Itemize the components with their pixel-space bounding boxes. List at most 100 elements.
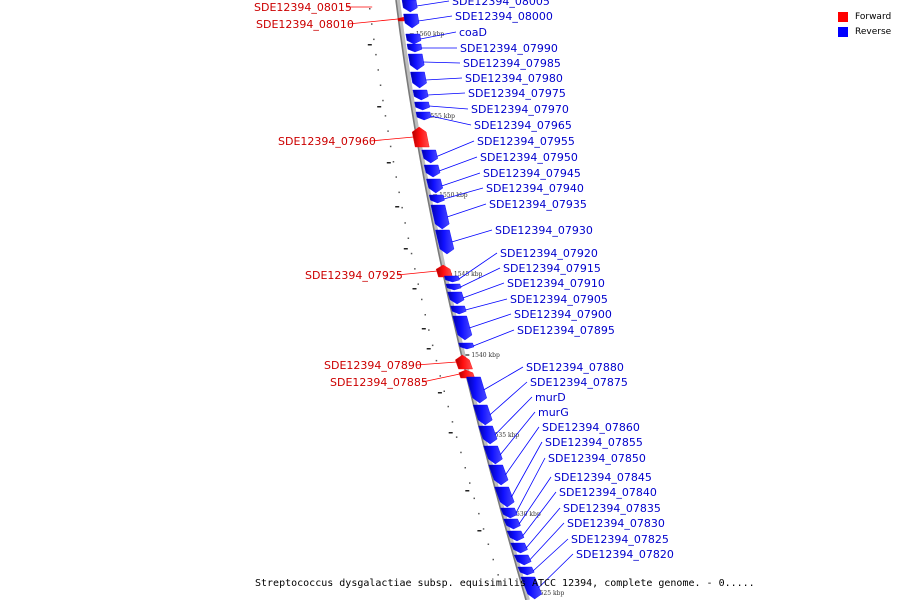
minor-tick-dot <box>373 38 375 41</box>
backbone-line <box>395 0 527 600</box>
gene-label: SDE12394_07875 <box>530 376 628 389</box>
minor-tick-marks <box>367 8 499 576</box>
legend-forward: Forward <box>838 9 891 24</box>
label-leader-line <box>518 476 552 525</box>
gene-label: SDE12394_07840 <box>559 486 657 499</box>
label-leader-line <box>511 441 543 498</box>
gene-label: SDE12394_07950 <box>480 151 578 164</box>
label-leader-line <box>441 172 481 187</box>
label-leader-line <box>458 252 498 280</box>
minor-tick-dot <box>424 314 426 316</box>
forward-gene-arrow <box>455 354 473 370</box>
gene-label: murG <box>538 406 569 419</box>
gene-label: SDE12394_07860 <box>542 421 640 434</box>
label-leader-line <box>499 411 536 456</box>
reverse-swatch <box>838 26 848 37</box>
reverse-gene-arrow <box>426 178 444 194</box>
label-leader-line <box>427 92 466 96</box>
gene-label: SDE12394_07980 <box>465 72 563 85</box>
gene-label: SDE12394_08010 <box>256 18 354 31</box>
minor-tick-dot <box>428 329 430 331</box>
legend-reverse: Reverse <box>838 24 891 39</box>
gene-labels: SDE12394_08015 SDE12394_08010 SDE12394_080… <box>254 0 674 561</box>
gene-label: SDE12394_07960 <box>278 135 376 148</box>
gene-label: SDE12394_07895 <box>517 324 615 337</box>
minor-tick-dash <box>477 530 482 532</box>
label-leader-line <box>532 538 569 572</box>
minor-tick-dot <box>369 8 371 10</box>
reverse-gene-arrow <box>412 89 429 101</box>
label-leader-line <box>370 136 414 142</box>
reverse-gene-arrow <box>513 554 532 566</box>
label-leader-line <box>423 61 461 64</box>
minor-tick-dot <box>395 176 397 178</box>
forward-gene-arrow <box>435 264 453 278</box>
gene-label: SDE12394_08015 <box>254 1 352 14</box>
minor-tick-dot <box>497 574 499 576</box>
gene-label: SDE12394_07920 <box>500 247 598 260</box>
label-leader-line <box>429 105 469 110</box>
reverse-gene-arrow <box>466 376 487 404</box>
gene-label: SDE12394_07930 <box>495 224 593 237</box>
minor-tick-dash <box>465 490 470 492</box>
label-leader-line <box>465 298 508 311</box>
gene-label: SDE12394_07880 <box>526 361 624 374</box>
label-leader-line <box>420 31 457 40</box>
reverse-gene-arrow <box>445 283 462 291</box>
scale-tick-label: 1550 kbp <box>439 192 468 199</box>
reverse-gene-arrow <box>510 542 528 554</box>
minor-tick-dot <box>421 298 423 301</box>
legend: Forward Reverse <box>838 9 891 39</box>
label-leader-line <box>505 426 540 476</box>
legend-reverse-label: Reverse <box>855 26 892 37</box>
label-leader-line <box>416 0 450 7</box>
label-leader-line <box>416 361 457 366</box>
scale-tick-label: 1530 kbp <box>512 511 541 518</box>
gene-label: SDE12394_07940 <box>486 182 584 195</box>
label-leader-line <box>438 156 478 172</box>
gene-label: SDE12394_07885 <box>330 376 428 389</box>
minor-tick-dot <box>478 512 480 515</box>
gene-label: SDE12394_07845 <box>554 471 652 484</box>
minor-tick-dot <box>464 467 466 469</box>
label-leader-line <box>422 373 460 383</box>
gene-label: SDE12394_07925 <box>305 269 403 282</box>
gene-label: SDE12394_08000 <box>455 10 553 23</box>
reverse-gene-arrow <box>452 315 473 341</box>
reverse-gene-arrow <box>506 530 525 542</box>
minor-tick-dot <box>377 69 379 71</box>
minor-tick-dash <box>367 44 372 46</box>
label-leader-line <box>418 15 453 22</box>
label-leader-line <box>494 396 533 436</box>
reverse-gene-arrow <box>520 576 542 600</box>
label-leader-line <box>473 329 515 347</box>
label-leader-line <box>489 381 528 416</box>
minor-tick-dot <box>414 268 416 270</box>
label-leader-line <box>446 203 487 218</box>
reverse-gene-arrow <box>410 71 427 89</box>
minor-tick-dot <box>473 497 475 500</box>
gene-label: SDE12394_07825 <box>571 533 669 546</box>
minor-tick-dash <box>403 248 408 250</box>
reverse-gene-arrow <box>407 53 425 71</box>
label-leader-line <box>522 491 557 537</box>
scale-tick-label: 1560 kbp <box>416 31 445 38</box>
minor-tick-dash <box>386 162 391 164</box>
minor-tick-dot <box>371 23 373 25</box>
minor-tick-dot <box>410 252 413 255</box>
gene-label: SDE12394_08005 <box>452 0 550 8</box>
label-leader-line <box>443 187 484 200</box>
minor-tick-dash <box>437 392 442 394</box>
minor-tick-dot <box>375 53 377 56</box>
minor-tick-dash <box>421 328 426 330</box>
reverse-gene-arrow <box>494 486 515 508</box>
label-leader-line <box>462 282 505 299</box>
reverse-gene-arrow <box>503 518 521 530</box>
minor-tick-dot <box>460 451 462 454</box>
reverse-gene-arrow <box>500 507 518 519</box>
minor-tick-dash <box>448 432 453 434</box>
gene-label: SDE12394_07820 <box>576 548 674 561</box>
scale-tick-label: 1545 kbp <box>454 271 483 278</box>
genome-caption: Streptococcus dysgalactiae subsp. equisi… <box>255 578 755 589</box>
